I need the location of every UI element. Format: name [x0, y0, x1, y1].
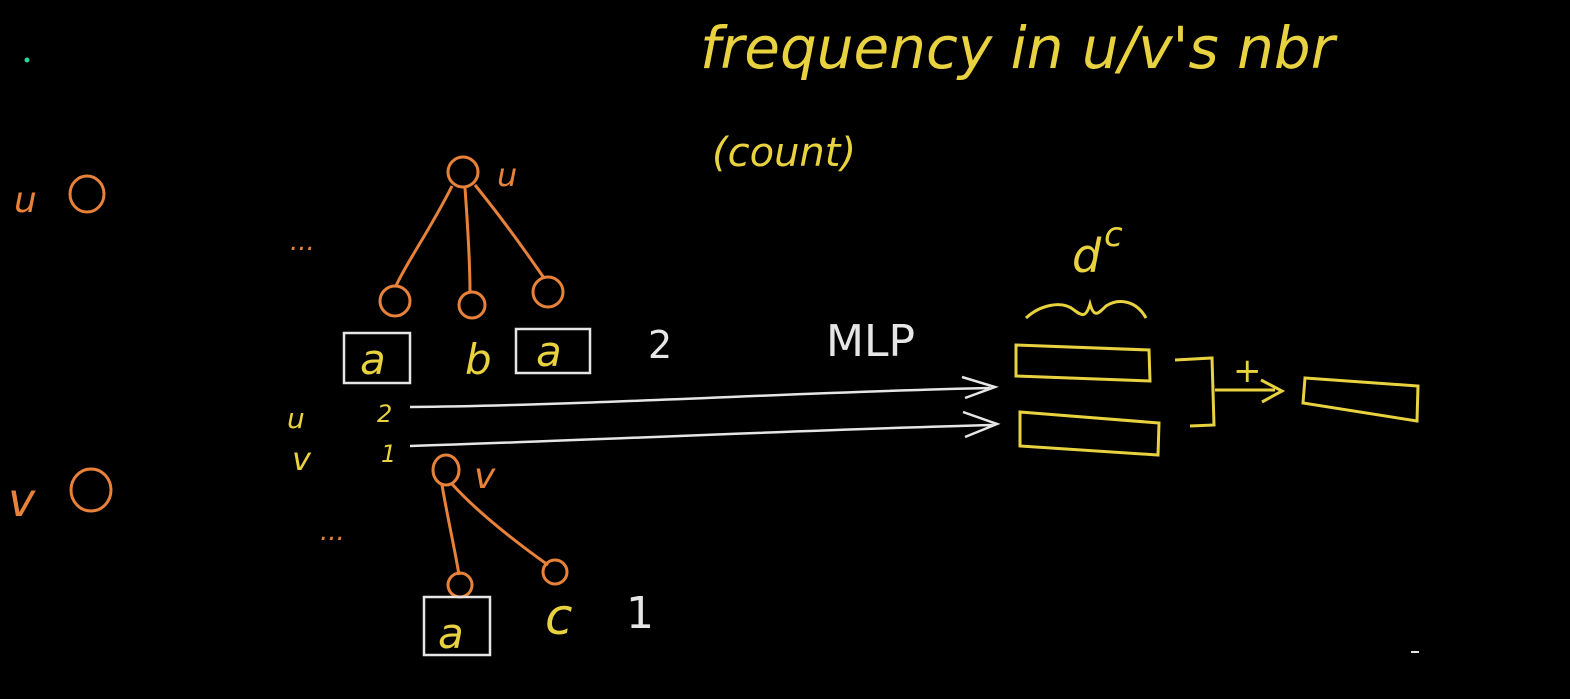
tree-u-edge-mid [465, 188, 470, 292]
tree-v-ellipsis: ... [320, 517, 345, 547]
output-box [1303, 378, 1418, 421]
header-title: frequency in u/v's nbr [700, 14, 1338, 82]
tree-u-edge-left [396, 186, 452, 286]
arrow-v [410, 425, 993, 446]
dim-superscript: c [1104, 215, 1123, 255]
tree-u-edge-right [475, 185, 544, 278]
dim-brace [1026, 302, 1146, 318]
embedding-box-v [1020, 412, 1159, 455]
tree-u [380, 157, 563, 318]
combine-bracket [1175, 358, 1214, 426]
left-node-u-label: u [14, 180, 37, 221]
embedding-box-u [1016, 345, 1150, 381]
count-row-v-count: 1 [381, 440, 396, 468]
arrow-u [410, 388, 990, 407]
left-node-v: v [8, 469, 111, 527]
tree-v-root-label: v [474, 456, 496, 497]
tree-u-root-label: u [497, 156, 517, 194]
tree-u-leaf-1 [380, 286, 410, 316]
left-node-v-circle [71, 469, 111, 511]
header-subtitle: (count) [712, 130, 856, 176]
tree-v-leaf-label-2: c [545, 588, 573, 646]
tree-u-leaf-2 [459, 292, 485, 318]
tree-v-root [433, 455, 459, 485]
tree-u-leaf-label-3: a [536, 327, 562, 376]
tree-u-leaf-label-2: b [465, 335, 492, 384]
embedding-boxes [1016, 345, 1418, 455]
mlp-arrows [410, 377, 997, 446]
tree-u-root [448, 157, 478, 187]
tree-v-leaf-1 [448, 573, 472, 597]
tree-v-edge-left [442, 485, 459, 575]
count-row-u-node: u [287, 402, 305, 435]
stray-dot [25, 58, 30, 63]
mlp-label: MLP [826, 316, 915, 367]
count-row-u-count: 2 [377, 400, 392, 428]
tree-u-ellipsis: ... [290, 227, 315, 257]
left-node-v-label: v [8, 473, 36, 527]
count-row-v-node: v [292, 440, 312, 478]
combine-op: + [1233, 351, 1262, 391]
tree-u-leaf-label-1: a [360, 335, 386, 384]
dim-label: d [1072, 229, 1102, 283]
tree-v-leaf-label-1: a [438, 609, 464, 658]
tree-v [433, 455, 567, 597]
tree-v-leaf-2 [543, 560, 567, 584]
tree-v-count: 1 [626, 588, 654, 639]
tree-u-count: 2 [648, 323, 672, 367]
left-node-u: u [14, 176, 104, 221]
tree-v-edge-right [452, 484, 548, 565]
tree-u-leaf-3 [533, 277, 563, 307]
left-node-u-circle [70, 176, 104, 212]
